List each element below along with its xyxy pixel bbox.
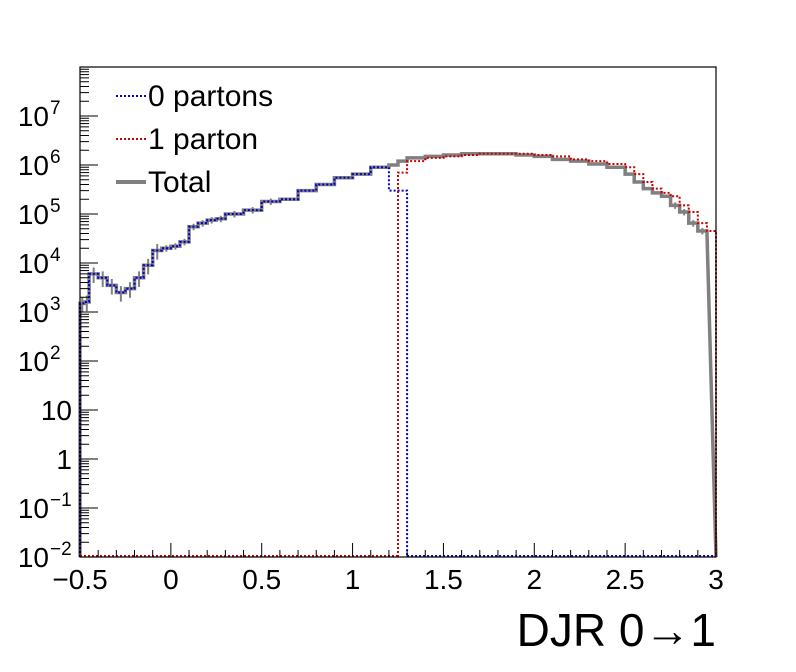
y-tick-label: 1 bbox=[56, 444, 72, 475]
y-tick-label: 10 bbox=[18, 150, 49, 181]
x-tick-label: −0.5 bbox=[52, 564, 107, 595]
legend-label: 0 partons bbox=[148, 80, 273, 113]
x-tick-label: 1 bbox=[345, 564, 361, 595]
y-tick-label: 10 bbox=[18, 493, 49, 524]
y-tick-exponent: 7 bbox=[50, 98, 61, 119]
series-0-partons-line bbox=[79, 166, 409, 557]
y-tick-label: 10 bbox=[41, 395, 72, 426]
x-tick-label: 0 bbox=[163, 564, 179, 595]
plot-marks bbox=[78, 151, 718, 558]
x-tick-label: 1.5 bbox=[424, 564, 463, 595]
y-tick-label: 10 bbox=[18, 101, 49, 132]
y-tick-exponent: 4 bbox=[50, 245, 61, 266]
y-tick-label: 10 bbox=[18, 297, 49, 328]
legend-label: 1 parton bbox=[148, 123, 258, 156]
y-tick-label: 10 bbox=[18, 346, 49, 377]
y-tick-exponent: −2 bbox=[50, 539, 72, 560]
y-tick-exponent: 5 bbox=[50, 196, 61, 217]
y-tick-exponent: 2 bbox=[50, 343, 61, 364]
legend: 0 partons 1 parton Total bbox=[116, 80, 273, 199]
x-axis-title: DJR 0→1 bbox=[517, 604, 716, 656]
series-total-line bbox=[78, 151, 718, 558]
x-tick-label: 2 bbox=[526, 564, 542, 595]
y-tick-exponent: 3 bbox=[50, 294, 61, 315]
y-tick-label: 10 bbox=[18, 248, 49, 279]
series-1-parton-line bbox=[397, 152, 717, 557]
y-tick-exponent: −1 bbox=[50, 490, 72, 511]
legend-label: Total bbox=[148, 166, 211, 199]
y-tick-exponent: 6 bbox=[50, 147, 61, 168]
x-tick-label: 3 bbox=[708, 564, 724, 595]
y-tick-label: 10 bbox=[18, 199, 49, 230]
plot-frame bbox=[79, 66, 717, 558]
y-tick-label: 10 bbox=[18, 542, 49, 573]
x-tick-label: 0.5 bbox=[242, 564, 281, 595]
x-tick-label: 2.5 bbox=[606, 564, 645, 595]
